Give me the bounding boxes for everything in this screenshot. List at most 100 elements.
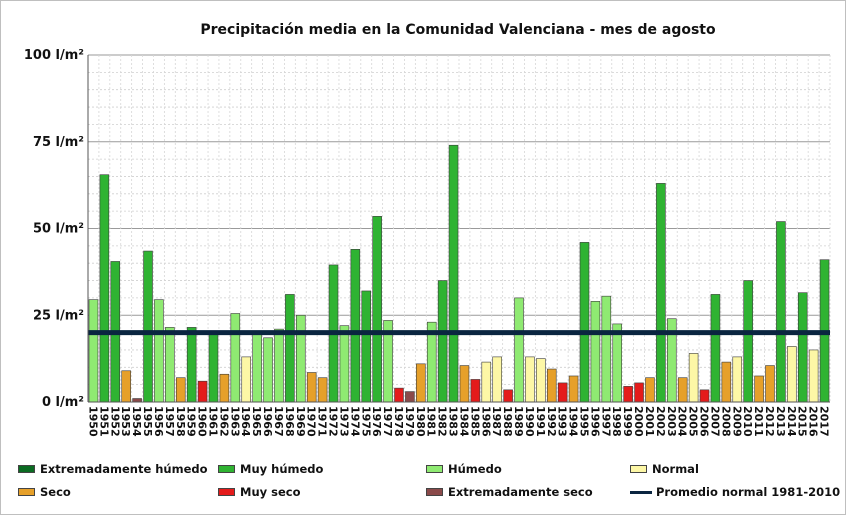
bar-1985 [470, 379, 481, 403]
legend-item-ext-humedo: Extremadamente húmedo [18, 460, 208, 478]
x-tick-label-1986: 1986 [479, 406, 492, 437]
bar-1989 [514, 297, 524, 403]
bar-1980 [416, 363, 426, 403]
bar-2007 [710, 294, 721, 403]
bar-1970 [306, 372, 317, 403]
bar-1990 [525, 356, 535, 403]
bar-1959 [186, 327, 197, 403]
bar-1993 [557, 382, 568, 403]
x-tick-label-1984: 1984 [457, 406, 470, 437]
x-tick-label-1966: 1966 [261, 406, 274, 437]
bar-1968 [285, 294, 295, 403]
x-tick-label-2011: 2011 [752, 406, 765, 437]
bar-1978 [394, 387, 404, 403]
x-tick-label-1999: 1999 [621, 406, 634, 437]
y-tick-label: 25 l/m² [33, 308, 84, 323]
bar-2014 [787, 346, 797, 403]
bar-1963 [230, 313, 241, 403]
x-tick-label-1963: 1963 [228, 406, 241, 437]
bar-1988 [503, 389, 513, 403]
x-tick-label-1964: 1964 [239, 406, 252, 437]
x-tick-label-1977: 1977 [381, 406, 394, 437]
x-tick-label-1970: 1970 [305, 406, 318, 437]
x-tick-label-1979: 1979 [403, 406, 416, 437]
legend-swatch-humedo [426, 465, 443, 473]
bar-2008 [721, 361, 732, 403]
bar-2016 [808, 349, 819, 403]
x-tick-label-1952: 1952 [108, 406, 121, 437]
bar-2009 [732, 356, 743, 403]
legend-label: Seco [40, 485, 71, 499]
legend-item-humedo: Húmedo [426, 460, 502, 478]
x-tick-label-1973: 1973 [337, 406, 350, 437]
x-tick-label-1975: 1975 [359, 406, 372, 437]
x-tick-label-1958: 1958 [174, 406, 187, 437]
bar-1964 [241, 356, 251, 403]
chart-title: Precipitación media en la Comunidad Vale… [200, 22, 716, 38]
bar-1997 [601, 295, 612, 403]
x-tick-label-1993: 1993 [556, 406, 569, 437]
bar-1994 [568, 375, 579, 403]
bar-1979 [405, 391, 415, 403]
x-tick-label-2016: 2016 [807, 406, 820, 437]
legend-label: Muy húmedo [240, 462, 324, 476]
x-tick-label-1954: 1954 [130, 406, 143, 437]
bar-1974 [350, 249, 361, 403]
bar-1983 [448, 144, 459, 403]
bar-1957 [165, 327, 175, 403]
x-tick-label-2006: 2006 [698, 406, 711, 437]
legend-swatch-muy-seco [218, 488, 235, 496]
x-tick-label-1962: 1962 [217, 406, 230, 437]
legend-swatch-muy-humedo [218, 465, 235, 473]
x-tick-label-2001: 2001 [643, 406, 656, 437]
x-tick-label-2017: 2017 [818, 406, 831, 437]
x-tick-label-1953: 1953 [119, 406, 132, 437]
bar-1967 [274, 328, 284, 403]
legend-item-ext-seco: Extremadamente seco [426, 483, 593, 501]
bar-1987 [492, 356, 502, 403]
bar-1986 [481, 361, 492, 403]
x-tick-label-1992: 1992 [545, 406, 558, 437]
x-tick-label-1972: 1972 [327, 406, 340, 437]
legend-item-muy-seco: Muy seco [218, 483, 301, 501]
x-tick-label-1951: 1951 [97, 406, 110, 437]
bar-1958 [175, 377, 186, 403]
y-tick-label: 0 l/m² [42, 395, 84, 410]
legend-item-promedio: Promedio normal 1981-2010 [630, 483, 840, 501]
bar-1969 [296, 314, 306, 403]
x-tick-label-2000: 2000 [632, 406, 645, 437]
y-tick-label: 75 l/m² [33, 135, 84, 150]
bar-2011 [754, 375, 764, 403]
x-tick-label-1990: 1990 [523, 406, 536, 437]
x-tick-label-1989: 1989 [512, 406, 525, 437]
y-tick-label: 50 l/m² [33, 222, 84, 237]
x-tick-label-2005: 2005 [687, 406, 700, 437]
bar-2004 [677, 377, 688, 403]
x-tick-label-1991: 1991 [534, 406, 547, 437]
x-tick-label-1961: 1961 [206, 406, 219, 437]
x-tick-label-2008: 2008 [719, 406, 732, 437]
x-tick-label-1967: 1967 [272, 406, 285, 437]
x-tick-label-1988: 1988 [501, 406, 514, 437]
legend-swatch-ext-seco [426, 488, 443, 496]
x-tick-label-2014: 2014 [785, 406, 798, 437]
bar-1954 [132, 398, 142, 403]
x-tick-label-1980: 1980 [414, 406, 427, 437]
bar-1971 [317, 377, 328, 403]
legend-label: Promedio normal 1981-2010 [656, 485, 841, 499]
bar-1973 [339, 325, 350, 403]
bar-1956 [154, 299, 164, 403]
bar-1961 [208, 332, 219, 403]
bar-1999 [623, 386, 633, 403]
legend-item-normal: Normal [630, 460, 699, 478]
x-tick-label-1957: 1957 [163, 406, 176, 437]
legend-line-promedio [630, 490, 652, 494]
x-tick-label-1997: 1997 [599, 406, 612, 437]
legend-swatch-ext-humedo [18, 465, 35, 473]
bar-1992 [546, 368, 557, 403]
legend-swatch-seco [18, 488, 35, 496]
legend-label: Normal [652, 462, 699, 476]
x-tick-label-1969: 1969 [294, 406, 307, 437]
bar-1966 [263, 337, 273, 403]
